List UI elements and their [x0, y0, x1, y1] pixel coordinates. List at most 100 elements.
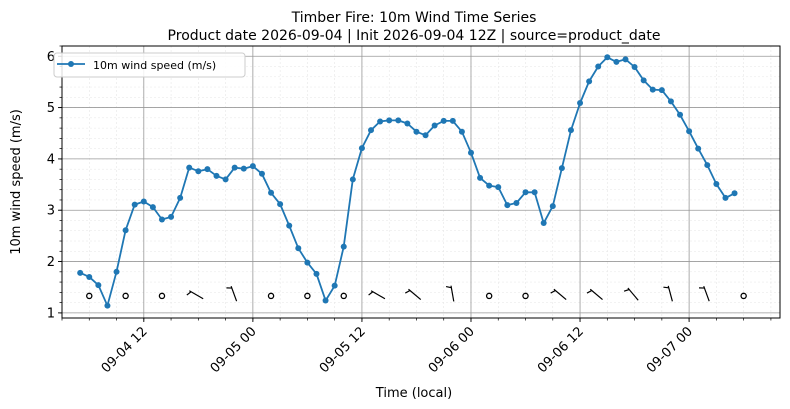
wind-barb-icon	[230, 285, 238, 302]
x-tick-label: 09-05 00	[208, 324, 260, 376]
data-point	[386, 117, 393, 124]
wind-barb-icon	[408, 288, 422, 300]
chart-subtitle: Product date 2026-09-04 | Init 2026-09-0…	[168, 28, 661, 44]
data-point	[249, 163, 256, 170]
data-point	[295, 245, 302, 252]
data-point	[713, 181, 720, 188]
data-point	[113, 268, 120, 275]
data-point	[268, 189, 275, 196]
y-axis-label: 10m wind speed (m/s)	[9, 109, 24, 255]
data-point	[122, 227, 129, 234]
x-tick-label: 09-06 12	[535, 324, 587, 376]
y-tick-label: 6	[47, 50, 55, 65]
data-point	[686, 128, 693, 135]
wind-barbs	[86, 285, 747, 302]
data-point	[95, 282, 102, 289]
data-point	[186, 164, 193, 171]
data-point	[477, 174, 484, 181]
data-point	[577, 99, 584, 106]
data-point	[313, 270, 320, 277]
legend-label: 10m wind speed (m/s)	[93, 59, 216, 72]
data-point	[104, 302, 111, 309]
data-point	[695, 145, 702, 152]
data-point	[731, 190, 738, 197]
wind-barb-icon	[189, 290, 204, 300]
data-point	[377, 118, 384, 125]
data-point	[304, 259, 311, 266]
data-point	[140, 198, 147, 205]
data-point	[404, 120, 411, 127]
x-axis: 09-04 12 09-05 00 09-05 12 09-06 00 09-06 12…	[61, 318, 772, 376]
wind-barb-icon	[370, 290, 386, 300]
calm-barb-icon	[740, 292, 747, 300]
data-point	[158, 216, 165, 223]
calm-barb-icon	[340, 292, 347, 300]
data-point	[349, 176, 356, 183]
calm-barb-icon	[304, 292, 311, 300]
data-point	[613, 58, 620, 65]
data-point	[222, 176, 229, 183]
data-point	[595, 63, 602, 70]
calm-barb-icon	[86, 292, 93, 300]
data-point	[622, 56, 629, 63]
data-point	[540, 220, 547, 227]
data-point	[704, 162, 711, 169]
wind-barb-flag	[368, 291, 374, 296]
calm-barb-icon	[522, 292, 529, 300]
wind-barb-icon	[589, 288, 603, 300]
data-point	[77, 269, 84, 276]
data-point	[522, 189, 529, 196]
y-axis: 1 2 3 4 5 6	[47, 45, 62, 321]
wind-barb-flag	[550, 290, 556, 294]
x-tick-label: 09-07 00	[644, 324, 696, 376]
wind-barb-icon	[450, 285, 455, 302]
wind-barb-icon	[627, 287, 639, 301]
data-point	[258, 170, 265, 177]
data-point	[640, 77, 647, 84]
data-point	[486, 182, 493, 189]
data-point	[513, 200, 520, 207]
data-point	[722, 194, 729, 201]
wind-barb-flag	[404, 290, 411, 294]
minor-grid	[61, 45, 780, 318]
data-point	[131, 201, 138, 208]
series-layer	[77, 54, 738, 309]
data-point	[177, 194, 184, 201]
data-point	[549, 203, 556, 210]
wind-barb-icon	[703, 285, 710, 302]
data-point	[395, 117, 402, 124]
wind-barb-icon	[667, 285, 673, 302]
data-point	[504, 202, 511, 209]
data-point	[604, 54, 611, 61]
legend-box	[53, 52, 246, 78]
wind-barb-flag	[623, 288, 630, 292]
data-point	[195, 168, 202, 175]
data-point	[467, 149, 474, 156]
y-tick-label: 1	[47, 306, 55, 321]
wind-barb-flag	[445, 285, 452, 289]
data-point	[567, 127, 574, 134]
x-tick-label: 09-04 12	[99, 324, 151, 376]
y-tick-label: 2	[47, 255, 55, 270]
wind-barb-icon	[553, 288, 567, 300]
data-point	[331, 282, 338, 289]
chart-title: Timber Fire: 10m Wind Time Series	[291, 10, 537, 26]
data-point	[458, 128, 465, 135]
major-grid	[62, 46, 780, 318]
y-tick-label: 3	[47, 204, 55, 219]
data-point	[213, 172, 220, 179]
data-point	[277, 201, 284, 208]
data-point	[495, 184, 502, 191]
legend: 10m wind speed (m/s)	[53, 52, 246, 78]
data-point	[677, 111, 684, 118]
wind-barb-flag	[586, 290, 593, 294]
data-point	[531, 189, 538, 196]
x-tick-label: 09-05 12	[317, 324, 369, 376]
x-axis-label: Time (local)	[375, 386, 452, 401]
wind-barb-flag	[186, 291, 192, 296]
data-point	[358, 145, 365, 152]
data-point	[586, 78, 593, 85]
wind-barb-flag	[663, 286, 669, 289]
data-point	[149, 204, 156, 211]
